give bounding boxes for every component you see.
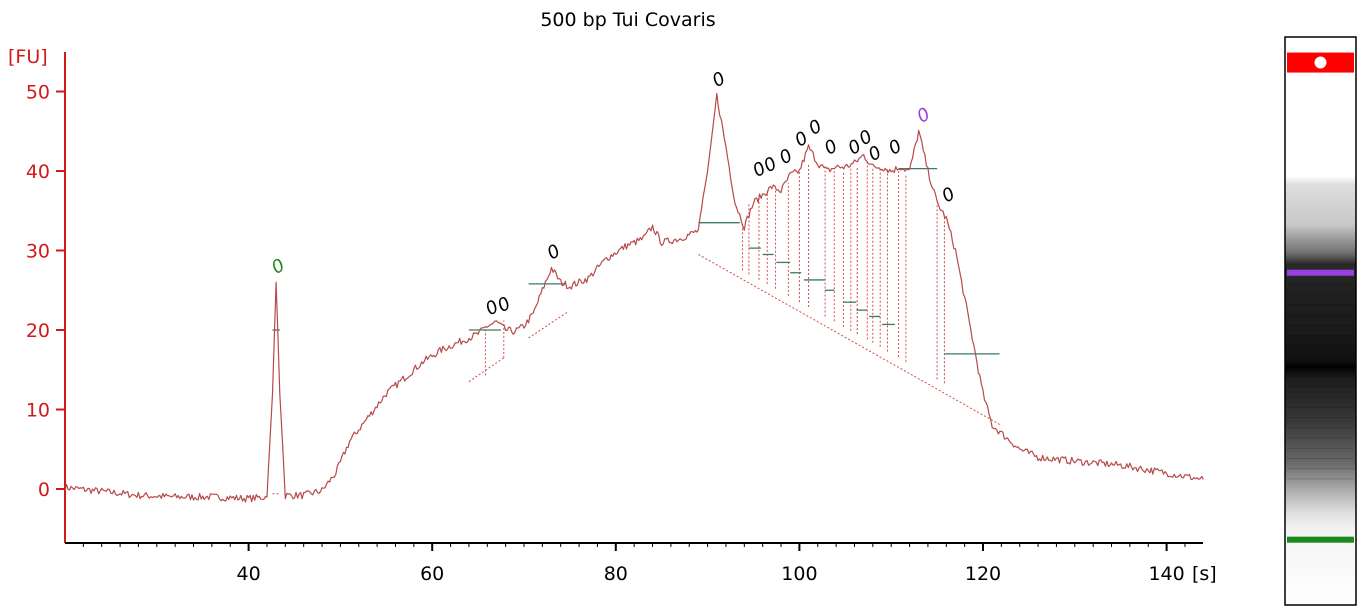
gel-lane-frame: [1284, 36, 1357, 606]
peak-label: 0: [885, 136, 905, 160]
y-tick-label: 40: [26, 161, 50, 183]
peak-label: 0: [914, 104, 934, 128]
y-tick-label: 20: [26, 320, 50, 342]
gel-top-marker-icon: [1314, 56, 1327, 69]
gel-lane: [1284, 36, 1357, 606]
series-trace: [64, 92, 1204, 503]
peak-label: 0: [709, 68, 729, 92]
y-tick-label: 10: [26, 400, 50, 422]
peak-label: 0: [821, 136, 841, 160]
x-tick-label: 80: [604, 563, 628, 585]
peak-label: 0: [776, 145, 796, 169]
peak-label: 0: [268, 255, 288, 279]
x-tick-label: 100: [781, 563, 817, 585]
x-axis-unit: [s]: [1192, 563, 1217, 585]
y-tick-label: 30: [26, 241, 50, 263]
peak-label: 0: [805, 116, 825, 140]
x-tick-label: 120: [965, 563, 1001, 585]
peak-label: 0: [938, 183, 958, 207]
gel-marker-band: [1287, 269, 1354, 276]
y-tick-label: 0: [38, 479, 50, 501]
gel-marker-band: [1287, 536, 1354, 543]
baseline-segments: [272, 254, 1002, 495]
peak-level-markers: [272, 167, 1000, 355]
trace-layer: [64, 92, 1204, 503]
baseline-segment: [528, 311, 569, 339]
x-tick-label: 60: [420, 563, 444, 585]
axes: 0 10 20 30 40 50 40 60 80 100 120 140: [26, 52, 1203, 585]
baseline-segment: [468, 357, 505, 383]
peak-drop-lines: [484, 159, 945, 384]
x-tick-label: 140: [1148, 563, 1184, 585]
chart-title: 500 bp Tui Covaris: [540, 9, 715, 31]
peak-label: 0: [544, 240, 564, 264]
peak-label: 0: [791, 128, 811, 152]
x-tick-label: 40: [237, 563, 261, 585]
y-axis-unit: [FU]: [8, 46, 48, 68]
y-tick-label: 50: [26, 82, 50, 104]
baseline-segment: [698, 254, 1002, 426]
